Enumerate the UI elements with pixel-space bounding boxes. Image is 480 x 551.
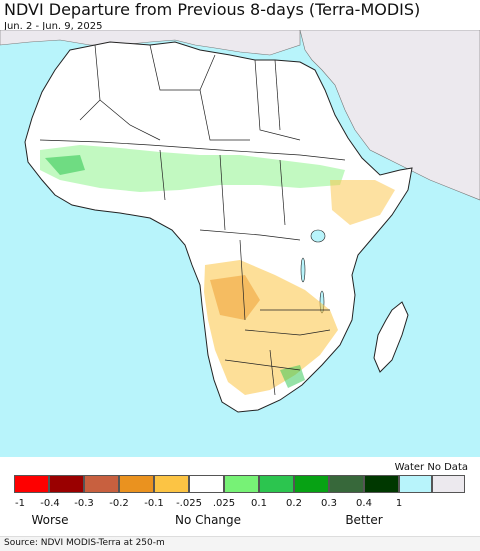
legend-tick: -.025	[176, 498, 202, 509]
legend-tick: 0.3	[321, 498, 337, 509]
legend-tick: 0.2	[286, 498, 302, 509]
legend-tick: -0.4	[40, 498, 60, 509]
legend-swatch-no-data	[432, 475, 465, 493]
middle-east-landmass	[299, 30, 480, 201]
legend-tick: .025	[212, 498, 236, 509]
legend-swatch-no-change	[189, 475, 224, 493]
map-title: NDVI Departure from Previous 8-days (Ter…	[4, 0, 421, 19]
legend-swatch-minus-0-2	[119, 475, 154, 493]
source-text: Source: NDVI MODIS-Terra at 250-m	[4, 538, 165, 548]
legend-swatch-0-1	[224, 475, 259, 493]
legend-tick: 0.1	[251, 498, 267, 509]
legend-color-bar	[14, 475, 466, 495]
legend-category-no-change: No Change	[174, 513, 242, 527]
date-range: Jun. 2 - Jun. 9, 2025	[4, 21, 103, 32]
lake-tanganyika	[300, 257, 306, 283]
legend-tick: -1	[15, 498, 25, 509]
source-bar: Source: NDVI MODIS-Terra at 250-m	[0, 536, 480, 551]
legend-category-worse: Worse	[31, 513, 69, 527]
legend-tick: -0.2	[109, 498, 129, 509]
angola-decline-patch	[210, 275, 260, 320]
legend-tick: 1	[395, 498, 403, 509]
sahel-green-zone	[40, 145, 345, 192]
madagascar	[373, 301, 409, 373]
legend-swatch-0-4	[329, 475, 364, 493]
south-africa-green-patch	[280, 365, 305, 388]
europe-landmass	[0, 30, 301, 56]
lake-victoria	[310, 229, 326, 243]
east-africa-decline-patch	[330, 180, 395, 225]
ndvi-map	[0, 30, 480, 413]
legend-swatch-minus-0-1	[154, 475, 189, 493]
map-area[interactable]	[0, 30, 480, 457]
water-no-data-label: Water No Data	[394, 462, 468, 473]
legend-swatch-1	[364, 475, 399, 493]
legend-category-better: Better	[345, 513, 383, 527]
legend-swatch-0-3	[294, 475, 329, 493]
legend-swatch-0-2	[259, 475, 294, 493]
legend-tick: -0.3	[74, 498, 94, 509]
west-africa-green-patch	[45, 155, 85, 175]
legend-swatch-water	[399, 475, 432, 493]
legend-swatch-minus-1	[14, 475, 49, 493]
legend-swatch-minus-0-4	[49, 475, 84, 493]
legend-tick: 0.4	[356, 498, 372, 509]
legend-tick: -0.1	[144, 498, 164, 509]
southern-africa-decline-zone	[204, 260, 338, 395]
legend-swatch-minus-0-3	[84, 475, 119, 493]
country-borders	[39, 44, 346, 396]
